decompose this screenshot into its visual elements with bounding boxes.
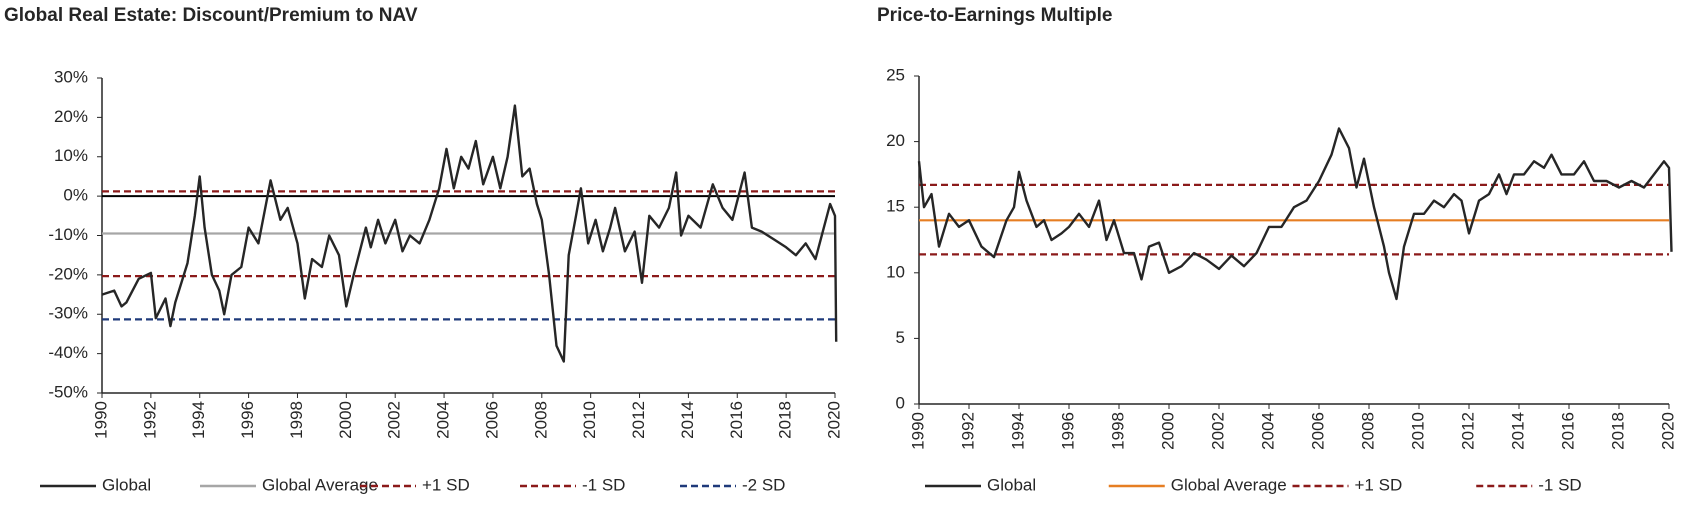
x-tick-label: 2014 (678, 401, 697, 439)
x-tick-label: 2000 (1158, 412, 1177, 450)
x-tick-label: 2012 (1458, 412, 1477, 450)
x-tick-label: 2006 (1308, 412, 1327, 450)
legend-label: +1 SD (422, 475, 470, 494)
x-tick-label: 1994 (189, 401, 208, 439)
x-tick-label: 2008 (531, 401, 550, 439)
x-tick-label: 1992 (958, 412, 977, 450)
y-tick-label: -20% (48, 264, 88, 283)
y-tick-label: -40% (48, 343, 88, 362)
x-tick-label: 1996 (238, 401, 257, 439)
y-tick-label: 20% (54, 107, 88, 126)
x-tick-label: 2014 (1508, 412, 1527, 450)
x-tick-label: 1994 (1008, 412, 1027, 450)
y-tick-label: 15 (886, 197, 905, 216)
x-tick-label: 2008 (1358, 412, 1377, 450)
x-tick-label: 1990 (908, 412, 927, 450)
legend-label: -1 SD (582, 475, 625, 494)
x-tick-label: 2020 (824, 401, 843, 439)
legend-label: +1 SD (1355, 475, 1403, 494)
y-tick-label: 10% (54, 146, 88, 165)
y-tick-label: -50% (48, 382, 88, 401)
y-tick-label: 0% (63, 186, 88, 205)
x-tick-label: 2004 (434, 401, 453, 439)
x-tick-label: 2006 (482, 401, 501, 439)
y-tick-label: 20 (886, 131, 905, 150)
legend-label: -2 SD (742, 475, 785, 494)
x-tick-label: 2000 (336, 401, 355, 439)
legend-label: -1 SD (1538, 475, 1581, 494)
x-tick-label: 2016 (1558, 412, 1577, 450)
y-tick-label: 30% (54, 67, 88, 86)
series-line (101, 104, 838, 363)
x-tick-label: 1990 (91, 401, 110, 439)
x-tick-label: 2002 (385, 401, 404, 439)
chart-title: Global Real Estate: Discount/Premium to … (4, 5, 418, 26)
x-tick-label: 2012 (629, 401, 648, 439)
x-tick-label: 2020 (1658, 412, 1677, 450)
legend-label: Global Average (262, 475, 378, 494)
x-tick-label: 1996 (1058, 412, 1077, 450)
x-tick-label: 2010 (1408, 412, 1427, 450)
x-tick-label: 2010 (580, 401, 599, 439)
legend-label: Global Average (1171, 475, 1287, 494)
y-tick-label: -30% (48, 304, 88, 323)
legend-label: Global (102, 475, 151, 494)
chart-title: Price-to-Earnings Multiple (877, 5, 1112, 26)
y-tick-label: 0 (896, 393, 905, 412)
x-tick-label: 2018 (776, 401, 795, 439)
y-tick-label: 25 (886, 65, 905, 84)
series-line (917, 127, 1673, 301)
x-tick-label: 2016 (727, 401, 746, 439)
x-tick-label: 2018 (1608, 412, 1627, 450)
y-tick-label: 5 (896, 328, 905, 347)
y-tick-label: 10 (886, 262, 905, 281)
y-tick-label: -10% (48, 225, 88, 244)
x-tick-label: 1998 (287, 401, 306, 439)
x-tick-label: 1992 (140, 401, 159, 439)
x-tick-label: 2004 (1258, 412, 1277, 450)
x-tick-label: 1998 (1108, 412, 1127, 450)
legend-label: Global (987, 475, 1036, 494)
x-tick-label: 2002 (1208, 412, 1227, 450)
